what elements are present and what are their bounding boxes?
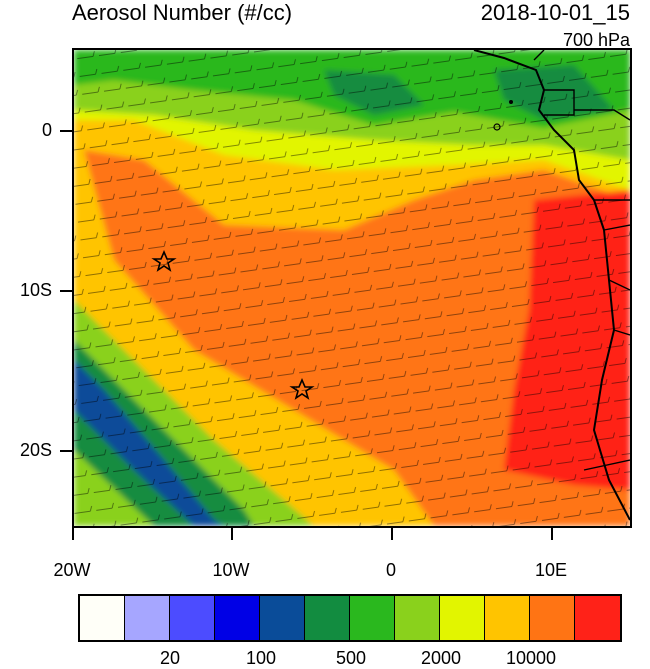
african-coastline — [473, 50, 630, 521]
x-tick — [391, 528, 393, 540]
colorbar-swatch — [80, 596, 125, 640]
x-tick — [72, 528, 74, 540]
colorbar-label: 100 — [245, 648, 277, 668]
y-label-10s: 10S — [19, 280, 52, 300]
colorbar-swatch — [170, 596, 215, 640]
y-label-0: 0 — [41, 120, 52, 140]
country-borders — [533, 50, 630, 471]
x-label-10e: 10E — [534, 560, 568, 580]
colorbar-swatch — [125, 596, 170, 640]
y-tick — [60, 450, 72, 452]
colorbar-label: 10000 — [505, 648, 557, 668]
colorbar-swatch — [440, 596, 485, 640]
map-canvas — [74, 50, 630, 526]
colorbar — [78, 594, 622, 642]
colorbar-swatch — [530, 596, 575, 640]
y-tick — [60, 290, 72, 292]
colorbar-swatch — [575, 596, 620, 640]
colorbar-label: 2000 — [420, 648, 462, 668]
colorbar-swatch — [485, 596, 530, 640]
x-tick — [231, 528, 233, 540]
colorbar-label: 20 — [159, 648, 181, 668]
map-panel — [72, 48, 632, 528]
x-tick — [551, 528, 553, 540]
x-label-0: 0 — [385, 560, 396, 580]
x-label-20w: 20W — [53, 560, 91, 580]
colorbar-swatch — [395, 596, 440, 640]
star-marker — [151, 249, 177, 272]
wind-barbs-layer — [74, 50, 630, 526]
y-tick — [60, 130, 72, 132]
star-marker — [289, 377, 315, 400]
colorbar-label: 500 — [335, 648, 367, 668]
colorbar-swatch — [260, 596, 305, 640]
colorbar-swatch — [350, 596, 395, 640]
pressure-level: 700 hPa — [562, 30, 630, 50]
colorbar-swatch — [305, 596, 350, 640]
y-label-20s: 20S — [19, 440, 52, 460]
plot-datetime: 2018-10-01_15 — [480, 0, 630, 25]
plot-title: Aerosol Number (#/cc) — [72, 0, 293, 25]
x-label-10w: 10W — [212, 560, 250, 580]
observation-stars — [151, 249, 315, 400]
islands — [493, 100, 513, 131]
colorbar-swatch — [215, 596, 260, 640]
